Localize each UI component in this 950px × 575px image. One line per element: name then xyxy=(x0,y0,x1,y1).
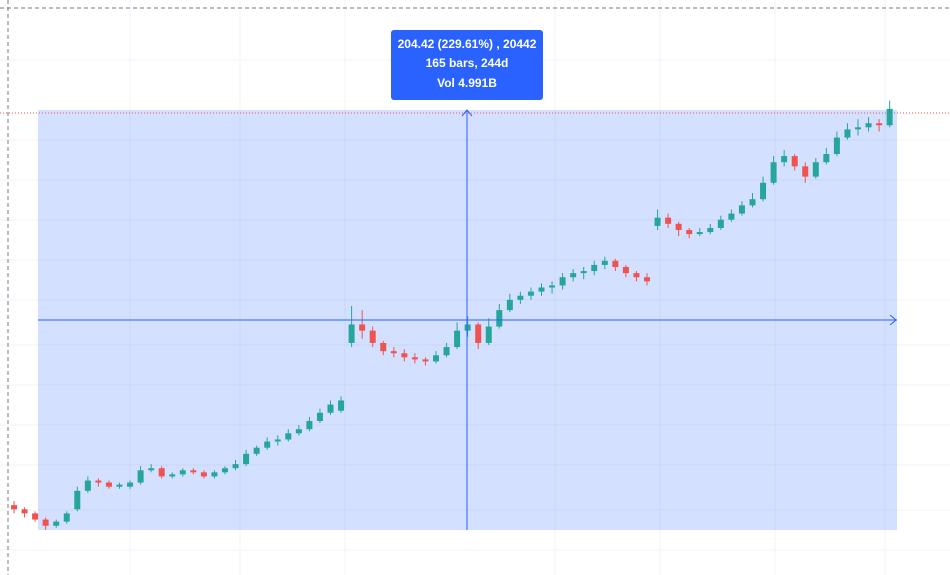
measure-tooltip: 204.42 (229.61%) , 20442 165 bars, 244d … xyxy=(391,30,543,100)
candle-body xyxy=(190,470,197,473)
candle-body xyxy=(179,470,186,475)
candle-body xyxy=(527,291,534,296)
candle-body xyxy=(823,154,830,163)
tooltip-line: Vol 4.991B xyxy=(437,76,497,90)
candle-body xyxy=(654,217,661,226)
candle-body xyxy=(506,299,513,311)
candle-body xyxy=(232,464,239,469)
candles xyxy=(11,100,893,530)
candle-body xyxy=(538,287,545,292)
candle-body xyxy=(802,166,809,177)
candle-body xyxy=(380,342,387,352)
candle-body xyxy=(717,219,724,228)
candle-body xyxy=(295,429,302,434)
candle-body xyxy=(137,470,144,483)
candle-body xyxy=(696,232,703,235)
candle-body xyxy=(749,199,756,206)
candle-body xyxy=(464,324,471,331)
candle-body xyxy=(253,447,260,454)
candle-body xyxy=(338,400,345,411)
candle-body xyxy=(855,127,861,130)
candle-body xyxy=(812,162,819,177)
candle-body xyxy=(443,347,450,356)
candle-body xyxy=(833,137,840,155)
candle-body xyxy=(211,472,218,477)
candle-body xyxy=(274,439,281,442)
candle-body xyxy=(11,505,17,510)
candle-body xyxy=(454,330,461,348)
candle-body xyxy=(200,472,207,477)
candle-body xyxy=(601,260,608,265)
candle-body xyxy=(390,351,397,354)
candle-body xyxy=(760,182,767,200)
candle-body xyxy=(158,468,165,477)
candle-body xyxy=(433,355,439,362)
candle-body xyxy=(686,230,693,235)
candle-body xyxy=(570,273,577,278)
candle-body xyxy=(422,359,429,362)
candle-body xyxy=(327,404,334,413)
candle-body xyxy=(485,326,492,343)
candle-body xyxy=(728,213,735,220)
candle-body xyxy=(32,513,39,520)
candle-body xyxy=(633,273,640,278)
candle-body xyxy=(359,324,366,331)
candle-body xyxy=(63,513,70,522)
candle-body xyxy=(770,162,777,183)
candle-body xyxy=(781,156,788,163)
candle-body xyxy=(559,277,566,286)
candle-body xyxy=(116,484,123,487)
measure-crosshair xyxy=(38,109,897,530)
candle-body xyxy=(401,353,408,358)
candle-body xyxy=(169,474,176,477)
candle-body xyxy=(549,285,556,288)
tooltip-line: 165 bars, 244d xyxy=(426,56,509,70)
candle-body xyxy=(707,227,714,233)
candle-body xyxy=(222,468,228,473)
candle-body xyxy=(264,441,271,448)
candle-body xyxy=(865,123,872,128)
candle-body xyxy=(21,509,28,514)
candle-body xyxy=(622,266,629,274)
candle-body xyxy=(127,482,134,487)
candle-body xyxy=(612,260,619,267)
candle-body xyxy=(665,217,672,224)
tooltip-box xyxy=(391,30,543,100)
candle-body xyxy=(84,480,91,491)
candle-body xyxy=(844,129,851,138)
tooltip-line: 204.42 (229.61%) , 20442 xyxy=(398,37,537,51)
candle-body xyxy=(411,357,418,360)
candle-body xyxy=(53,521,60,526)
candle-body xyxy=(316,412,323,421)
candle-body xyxy=(475,324,482,343)
candle-body xyxy=(243,453,250,465)
candle-body xyxy=(791,156,798,167)
candle-body xyxy=(306,420,313,430)
candle-body xyxy=(148,468,155,471)
candle-body xyxy=(675,223,682,230)
candle-body xyxy=(738,205,745,214)
candle-body xyxy=(74,490,81,510)
candle-body xyxy=(886,108,893,126)
candle-body xyxy=(517,295,524,300)
candle-body xyxy=(591,264,598,272)
candle-body xyxy=(105,482,112,487)
candle-body xyxy=(580,271,587,274)
candle-body xyxy=(285,433,292,440)
candle-body xyxy=(369,330,376,343)
candle-body xyxy=(876,123,883,126)
candle-body xyxy=(348,324,355,343)
candle-body xyxy=(496,310,503,327)
candle-body xyxy=(42,519,49,526)
candle-body xyxy=(644,277,650,282)
candle-body xyxy=(95,480,102,483)
